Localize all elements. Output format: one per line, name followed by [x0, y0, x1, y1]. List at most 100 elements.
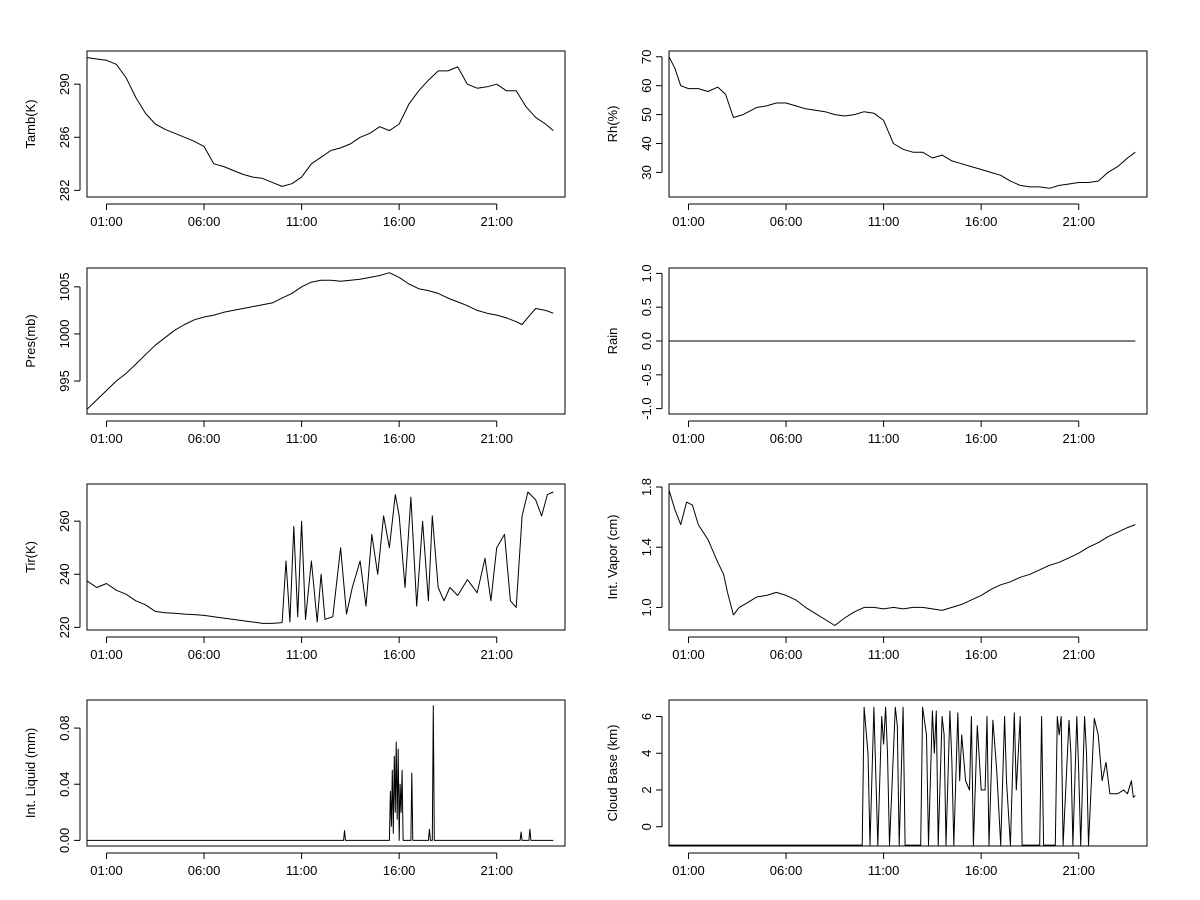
series-line-0 [86, 491, 554, 624]
y-tick-label: 1.4 [639, 538, 654, 556]
x-tick-label: 21:00 [480, 647, 513, 662]
y-tick-label: 1.8 [639, 478, 654, 496]
y-tick-label: -1.0 [639, 397, 654, 419]
y-tick-label: 0.00 [57, 828, 72, 853]
x-tick-label: 21:00 [480, 431, 513, 446]
x-tick-label: 21:00 [1062, 431, 1095, 446]
y-tick-label: 260 [57, 510, 72, 532]
plot-frame [86, 699, 566, 847]
x-tick-label: 16:00 [383, 431, 416, 446]
series-line-0 [87, 705, 554, 841]
y-tick-label: 220 [57, 616, 72, 638]
y-tick-label: 240 [57, 563, 72, 585]
y-tick-label: 286 [57, 126, 72, 148]
x-tick-label: 16:00 [965, 214, 998, 229]
series-line-0 [668, 489, 1136, 626]
y-tick-label: 4 [639, 750, 654, 757]
panel-1: 01:00 06:00 11:00 16:00 21:00 30 40 50 60 70 Rh(%) [605, 50, 1148, 229]
x-tick-label: 21:00 [1062, 214, 1095, 229]
x-tick-label: 16:00 [965, 863, 998, 878]
series-line-0 [668, 56, 1136, 189]
y-tick-label: 30 [639, 165, 654, 179]
x-tick-label: 16:00 [383, 863, 416, 878]
x-tick-label: 21:00 [480, 863, 513, 878]
x-tick-label: 06:00 [770, 214, 803, 229]
plot-frame [86, 483, 566, 631]
y-tick-label: 1005 [57, 272, 72, 301]
x-tick-label: 11:00 [286, 647, 318, 662]
x-tick-label: 11:00 [286, 863, 318, 878]
x-tick-label: 16:00 [383, 214, 416, 229]
y-tick-label: 0.0 [639, 332, 654, 350]
x-tick-label: 01:00 [90, 863, 123, 878]
plot-frame [668, 50, 1148, 198]
y-tick-label: 1.0 [639, 598, 654, 616]
plot-frame [86, 267, 566, 415]
panel-3: 01:00 06:00 11:00 16:00 21:00 -1.0 -0.5 0.0 0.5 1… [605, 264, 1148, 446]
panel-4: 01:00 06:00 11:00 16:00 21:00 220 240 260 Tir(K) [23, 483, 566, 662]
x-tick-label: 06:00 [188, 431, 221, 446]
x-tick-label: 01:00 [90, 431, 123, 446]
y-tick-label: 0 [639, 823, 654, 830]
x-tick-label: 01:00 [672, 647, 705, 662]
panel-2: 01:00 06:00 11:00 16:00 21:00 995 1000 1005 Pres… [23, 267, 566, 446]
panel-6: 01:00 06:00 11:00 16:00 21:00 0.00 0.04 0.08 Int… [23, 699, 566, 878]
plot-frame [86, 50, 566, 198]
x-tick-label: 16:00 [965, 647, 998, 662]
x-tick-label: 11:00 [868, 863, 900, 878]
x-tick-label: 06:00 [770, 863, 803, 878]
x-tick-label: 11:00 [868, 647, 900, 662]
y-axis-title: Tir(K) [23, 541, 38, 573]
y-tick-label: 40 [639, 136, 654, 150]
y-tick-label: 1.0 [639, 264, 654, 282]
x-tick-label: 21:00 [1062, 863, 1095, 878]
y-tick-label: 282 [57, 180, 72, 202]
y-tick-label: 60 [639, 78, 654, 92]
y-axis-title: Int. Liquid (mm) [23, 728, 38, 818]
panel-0: 01:00 06:00 11:00 16:00 21:00 282 286 290 Tamb(K… [23, 50, 566, 229]
y-axis-title: Rh(%) [605, 106, 620, 143]
y-tick-label: -0.5 [639, 364, 654, 386]
x-tick-label: 21:00 [1062, 647, 1095, 662]
x-tick-label: 16:00 [965, 431, 998, 446]
series-line-0 [86, 57, 554, 187]
x-tick-label: 06:00 [770, 647, 803, 662]
y-tick-label: 290 [57, 73, 72, 95]
y-tick-label: 995 [57, 370, 72, 392]
y-axis-title: Cloud Base (km) [605, 725, 620, 822]
y-axis-title: Pres(mb) [23, 314, 38, 367]
x-tick-label: 01:00 [672, 214, 705, 229]
x-tick-label: 01:00 [90, 214, 123, 229]
x-tick-label: 01:00 [90, 647, 123, 662]
series-line-0 [86, 272, 554, 410]
plot-frame [668, 699, 1148, 847]
x-tick-label: 01:00 [672, 863, 705, 878]
x-tick-label: 16:00 [383, 647, 416, 662]
x-tick-label: 11:00 [868, 431, 900, 446]
y-axis-title: Rain [605, 328, 620, 355]
x-tick-label: 06:00 [188, 647, 221, 662]
x-tick-label: 21:00 [480, 214, 513, 229]
plot-frame [668, 483, 1148, 631]
x-tick-label: 06:00 [770, 431, 803, 446]
x-tick-label: 06:00 [188, 214, 221, 229]
y-tick-label: 50 [639, 107, 654, 121]
x-tick-label: 11:00 [868, 214, 900, 229]
y-axis-title: Int. Vapor (cm) [605, 514, 620, 599]
x-tick-label: 01:00 [672, 431, 705, 446]
y-tick-label: 6 [639, 713, 654, 720]
panel-5: 01:00 06:00 11:00 16:00 21:00 1.0 1.4 1.8 Int. V… [605, 478, 1148, 662]
x-tick-label: 11:00 [286, 431, 318, 446]
panel-7: 01:00 06:00 11:00 16:00 21:00 0 2 4 6 Cloud Base … [605, 699, 1148, 878]
x-tick-label: 11:00 [286, 214, 318, 229]
y-tick-label: 70 [639, 50, 654, 64]
series-line-0 [669, 706, 1136, 846]
x-tick-label: 06:00 [188, 863, 221, 878]
y-tick-label: 0.5 [639, 298, 654, 316]
y-tick-label: 1000 [57, 319, 72, 348]
y-tick-label: 2 [639, 786, 654, 793]
y-axis-title: Tamb(K) [23, 99, 38, 148]
y-tick-label: 0.08 [57, 715, 72, 740]
y-tick-label: 0.04 [57, 772, 72, 797]
